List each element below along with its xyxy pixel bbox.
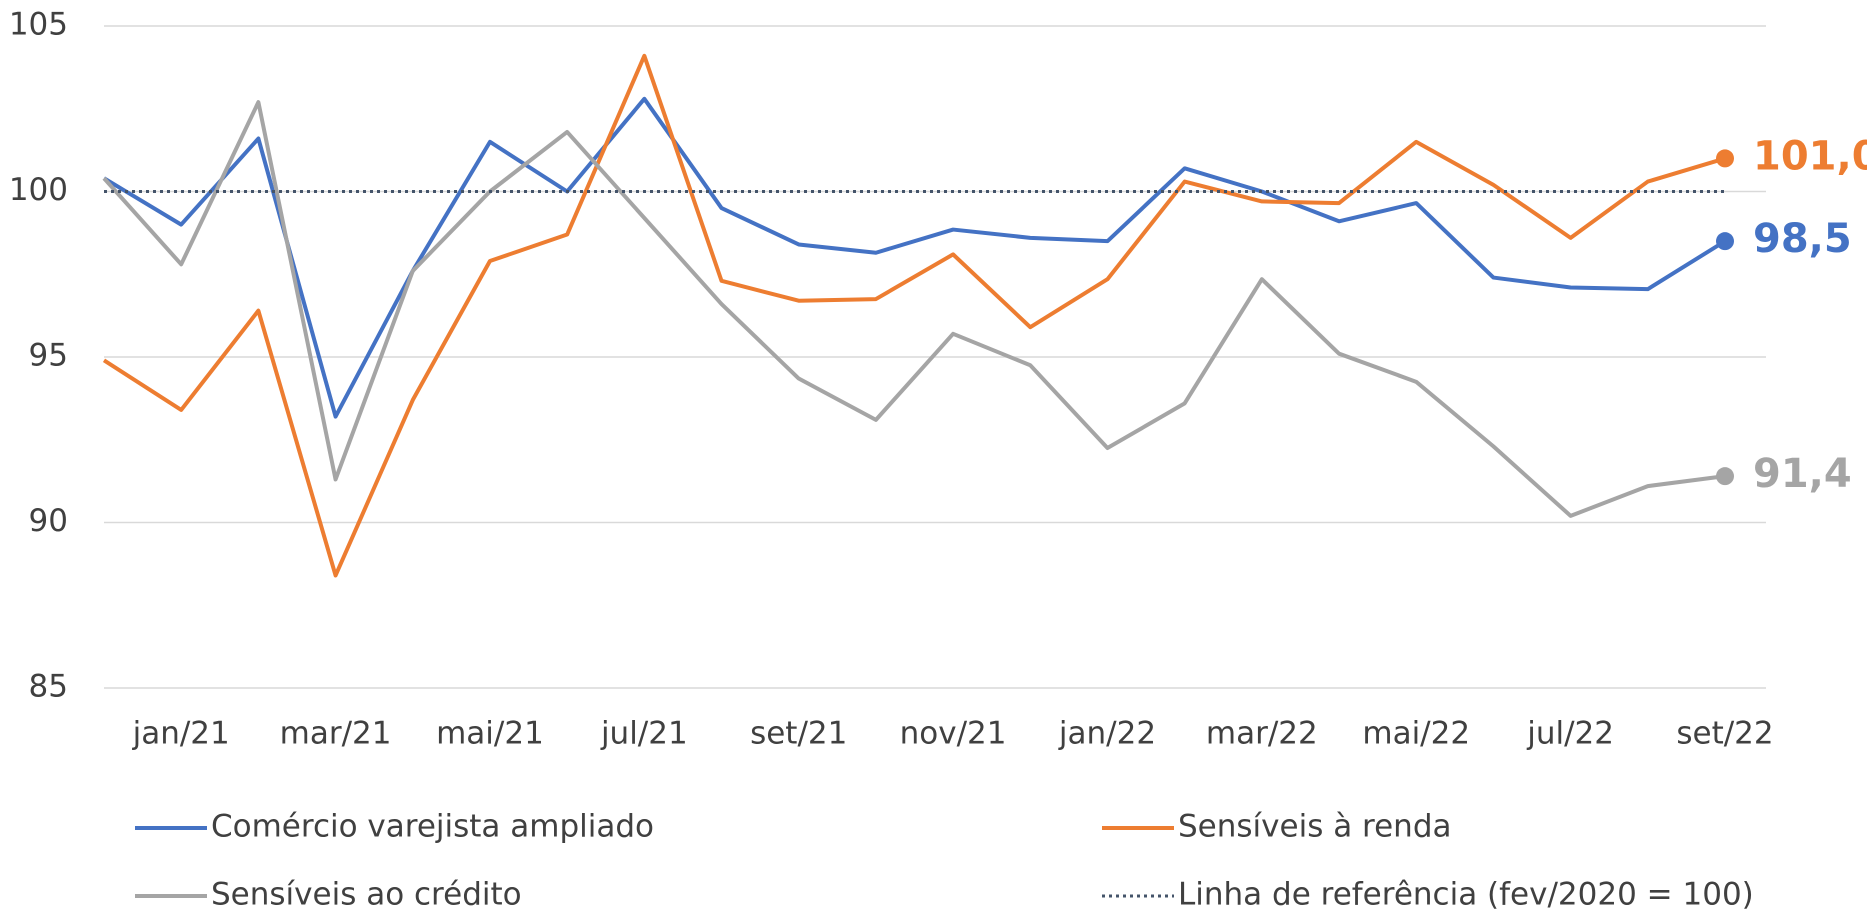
series-line <box>102 100 1726 518</box>
x-tick-label: jul/22 <box>1526 716 1614 752</box>
y-tick-label: 95 <box>29 338 68 374</box>
legend-label: Sensíveis ao crédito <box>211 877 522 913</box>
value-label: 101,0 <box>1753 133 1867 179</box>
x-tick-label: mar/21 <box>280 716 392 752</box>
end-marker <box>1716 232 1734 251</box>
y-tick-label: 85 <box>29 669 68 705</box>
end-marker <box>1716 467 1734 486</box>
x-tick-label: set/22 <box>1676 716 1773 752</box>
y-tick-label: 105 <box>9 7 68 43</box>
series-line <box>102 53 1726 578</box>
x-tick-label: jul/21 <box>600 716 688 752</box>
value-label: 91,4 <box>1753 451 1852 497</box>
x-tick-label: jan/22 <box>1058 716 1156 752</box>
x-tick-label: mar/22 <box>1206 716 1318 752</box>
end-marker <box>1716 149 1734 168</box>
x-tick-label: nov/21 <box>900 716 1007 752</box>
x-tick-label: jan/21 <box>132 716 230 752</box>
legend-label: Sensíveis à renda <box>1178 809 1452 845</box>
x-tick-label: mai/22 <box>1362 716 1470 752</box>
y-tick-label: 100 <box>9 172 68 208</box>
x-tick-label: set/21 <box>750 716 847 752</box>
x-tick-label: mai/21 <box>436 716 544 752</box>
legend-label: Comércio varejista ampliado <box>211 809 654 845</box>
value-label: 98,5 <box>1753 216 1852 262</box>
y-tick-label: 90 <box>29 503 68 539</box>
series-line <box>102 96 1727 419</box>
legend-label: Linha de referência (fev/2020 = 100) <box>1178 877 1754 913</box>
